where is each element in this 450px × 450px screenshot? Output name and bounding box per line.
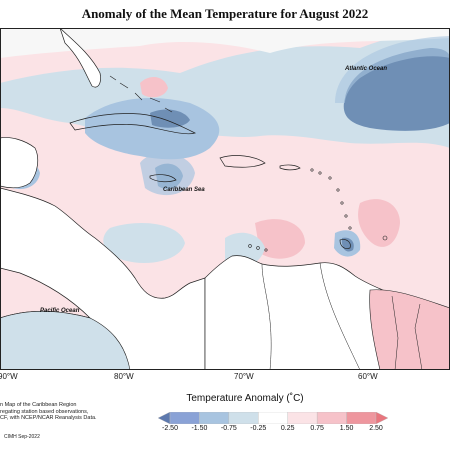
bahamas-islands: [109, 75, 173, 113]
guianas-border-2: [414, 303, 423, 370]
colorbar-segment: [316, 412, 347, 424]
map-caption: n Map of the Caribbean Region regating s…: [0, 402, 120, 422]
neutral-zone-north: [0, 28, 450, 58]
legend-title: Temperature Anomaly (˚C): [186, 393, 304, 404]
caribbean-cool-patch: [103, 223, 185, 263]
yucatan-land: [0, 137, 39, 189]
lesser-antilles-warm: [358, 199, 400, 247]
caption-line-1: n Map of the Caribbean Region: [0, 402, 77, 408]
colorbar-segment: [199, 412, 230, 424]
caption-line-3: CF, with NCEP/NCAR Reanalysis Data.: [0, 415, 97, 422]
lesser-antilles: [310, 168, 388, 241]
venezuela-border-2: [319, 262, 361, 370]
colorbar: [158, 412, 388, 424]
hispaniola-land: [219, 155, 266, 168]
cuba-land: [69, 113, 196, 135]
guianas-warm: [369, 289, 450, 370]
bahamas-warm-spot: [140, 76, 168, 98]
guianas-border-1: [391, 295, 399, 370]
colorbar-tick-label: 1.50: [339, 425, 354, 432]
caption-line-2: regating station based observations,: [0, 408, 89, 415]
colorbar-segment: [346, 412, 377, 424]
credit-text: CIMH Sep-2022: [4, 434, 40, 440]
abc-islands: [248, 244, 268, 252]
cuba-cool-core: [150, 109, 190, 128]
lon-tick-80w: 80°W: [114, 372, 134, 381]
colorbar-segment: [287, 412, 318, 424]
map-title: Anomaly of the Mean Temperature for Augu…: [81, 6, 369, 21]
colorbar-tick-label: -1.50: [191, 425, 208, 432]
atlantic-label: Atlantic Ocean: [344, 66, 387, 72]
lon-tick-60w: 60°W: [358, 372, 378, 381]
colorbar-segment: [258, 412, 288, 424]
colorbar-segment: [158, 412, 171, 424]
colorbar-tick-label: 2.50: [369, 425, 383, 432]
colorbar-tick-label: -0.75: [220, 425, 237, 432]
colorbar-segment: [169, 412, 200, 424]
colombia-venezuela-border: [261, 263, 272, 370]
pacific-label: Pacific Ocean: [40, 308, 80, 314]
colorbar-tick-label: -2.50: [162, 425, 178, 432]
lon-tick-90w: 90°W: [0, 372, 18, 381]
jamaica-land: [149, 174, 177, 183]
colorbar-segment: [375, 412, 388, 424]
atlantic-cool-halo: [335, 36, 450, 103]
florida-land: [59, 28, 101, 88]
trinidad-land: [339, 239, 351, 249]
colorbar-segment: [228, 412, 259, 424]
anomaly-map: Atlantic Ocean Caribbean Sea Pacific Oce…: [0, 28, 450, 370]
lon-tick-70w: 70°W: [234, 372, 254, 381]
colorbar-tick-label: 0.25: [280, 425, 295, 432]
caribbean-label: Caribbean Sea: [163, 187, 205, 193]
puerto-rico-land: [279, 164, 301, 171]
hispaniola-cool-halo: [140, 153, 195, 196]
colorbar-tick-label: 0.75: [310, 425, 324, 432]
colorbar-tick-label: -0.25: [250, 425, 267, 432]
caribbean-warm-patch: [255, 219, 305, 259]
pacific-cool-overlay: [0, 310, 131, 370]
